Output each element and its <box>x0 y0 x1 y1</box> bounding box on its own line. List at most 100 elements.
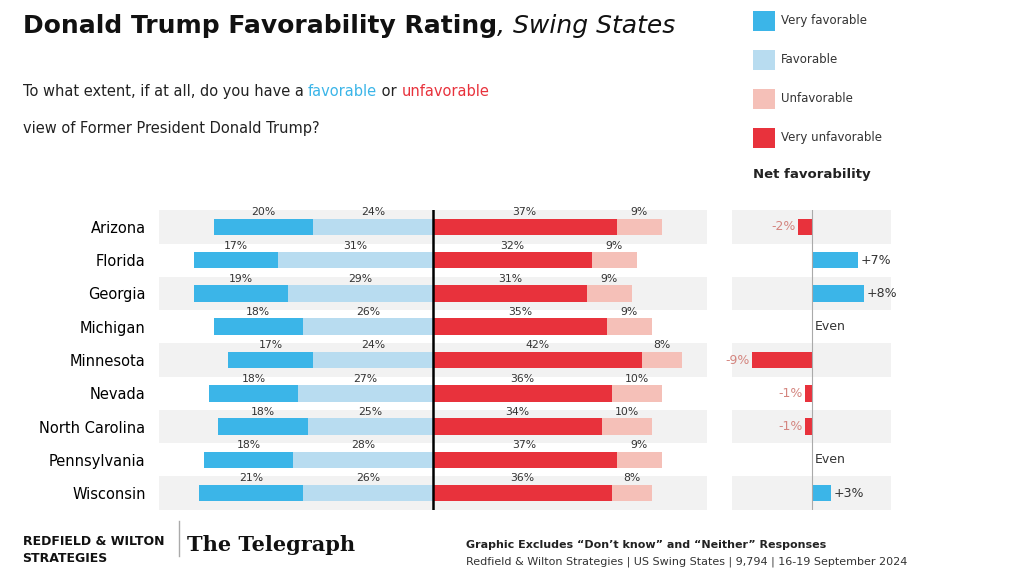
Bar <box>0 277 931 310</box>
Bar <box>0 310 931 343</box>
Text: favorable: favorable <box>308 84 377 98</box>
Bar <box>218 418 308 435</box>
Bar <box>313 352 432 368</box>
Bar <box>194 285 288 302</box>
Text: To what extent, if at all, do you have a: To what extent, if at all, do you have a <box>23 84 308 98</box>
Bar <box>432 252 592 268</box>
Bar <box>199 485 303 502</box>
Bar <box>308 418 432 435</box>
Text: The Telegraph: The Telegraph <box>187 535 355 555</box>
Bar <box>151 410 1024 443</box>
Bar <box>151 343 1024 377</box>
Text: 24%: 24% <box>360 340 385 350</box>
Text: 36%: 36% <box>510 374 535 384</box>
Bar <box>298 385 432 401</box>
Text: 17%: 17% <box>224 241 248 251</box>
Bar <box>432 385 612 401</box>
Bar <box>151 210 1024 244</box>
Text: , Swing States: , Swing States <box>497 14 675 39</box>
Bar <box>811 252 858 268</box>
Text: +8%: +8% <box>867 287 898 300</box>
Bar <box>602 418 651 435</box>
Bar <box>0 244 931 277</box>
Bar <box>151 244 1024 277</box>
Bar <box>607 319 652 335</box>
Text: 18%: 18% <box>251 407 275 417</box>
Bar <box>612 385 662 401</box>
Bar <box>293 452 432 468</box>
Text: +7%: +7% <box>860 253 891 267</box>
Bar <box>616 452 662 468</box>
Text: 35%: 35% <box>508 307 531 317</box>
Bar <box>587 285 632 302</box>
Bar <box>612 485 651 502</box>
Text: 37%: 37% <box>513 440 537 450</box>
Text: 31%: 31% <box>498 274 522 284</box>
Text: 17%: 17% <box>259 340 283 350</box>
Bar <box>432 452 616 468</box>
Bar <box>0 210 931 244</box>
Text: 9%: 9% <box>621 307 638 317</box>
Text: 37%: 37% <box>513 207 537 217</box>
Text: -1%: -1% <box>778 420 802 433</box>
Bar <box>799 218 811 235</box>
Text: 9%: 9% <box>631 440 648 450</box>
Text: 36%: 36% <box>510 473 535 483</box>
Text: 42%: 42% <box>525 340 549 350</box>
Text: Even: Even <box>815 320 846 334</box>
Text: Very favorable: Very favorable <box>781 14 867 26</box>
Bar <box>432 485 612 502</box>
Bar <box>228 352 313 368</box>
Bar <box>303 319 432 335</box>
Bar <box>209 385 298 401</box>
Text: Unfavorable: Unfavorable <box>781 92 853 105</box>
Bar <box>432 218 616 235</box>
Bar <box>616 218 662 235</box>
Text: 21%: 21% <box>239 473 263 483</box>
Bar <box>151 476 1024 510</box>
Bar <box>752 352 811 368</box>
Bar <box>805 418 811 435</box>
Text: 9%: 9% <box>631 207 648 217</box>
Text: unfavorable: unfavorable <box>401 84 489 98</box>
Bar <box>592 252 637 268</box>
Text: or: or <box>377 84 401 98</box>
Bar <box>213 218 313 235</box>
Bar <box>811 285 864 302</box>
Text: 10%: 10% <box>614 407 639 417</box>
Text: Even: Even <box>815 453 846 467</box>
Bar <box>151 377 1024 410</box>
Bar <box>303 485 432 502</box>
Bar <box>805 385 811 401</box>
Text: +3%: +3% <box>834 487 864 499</box>
Text: Very unfavorable: Very unfavorable <box>781 131 883 144</box>
Text: 9%: 9% <box>606 241 623 251</box>
Text: 18%: 18% <box>242 374 265 384</box>
Text: 10%: 10% <box>625 374 649 384</box>
Bar <box>313 218 432 235</box>
Text: 20%: 20% <box>251 207 275 217</box>
Text: Favorable: Favorable <box>781 53 839 66</box>
Text: 18%: 18% <box>237 440 260 450</box>
Text: 29%: 29% <box>348 274 373 284</box>
Text: 28%: 28% <box>351 440 375 450</box>
Bar <box>432 352 642 368</box>
Bar <box>0 410 931 443</box>
Text: Redfield & Wilton Strategies | US Swing States | 9,794 | 16-19 September 2024: Redfield & Wilton Strategies | US Swing … <box>466 557 907 567</box>
Text: 32%: 32% <box>501 241 524 251</box>
Bar <box>213 319 303 335</box>
Bar <box>151 310 1024 343</box>
Bar <box>288 285 432 302</box>
Text: 31%: 31% <box>343 241 368 251</box>
Text: 26%: 26% <box>355 473 380 483</box>
Text: Graphic Excludes “Don’t know” and “Neither” Responses: Graphic Excludes “Don’t know” and “Neith… <box>466 540 826 550</box>
Text: Donald Trump Favorability Rating: Donald Trump Favorability Rating <box>23 14 497 39</box>
Text: -2%: -2% <box>771 221 796 233</box>
Text: Net favorability: Net favorability <box>753 168 870 181</box>
Bar <box>432 418 602 435</box>
Bar <box>642 352 682 368</box>
Text: 9%: 9% <box>601 274 618 284</box>
Bar <box>432 285 587 302</box>
Bar <box>0 443 931 476</box>
Text: -1%: -1% <box>778 386 802 400</box>
